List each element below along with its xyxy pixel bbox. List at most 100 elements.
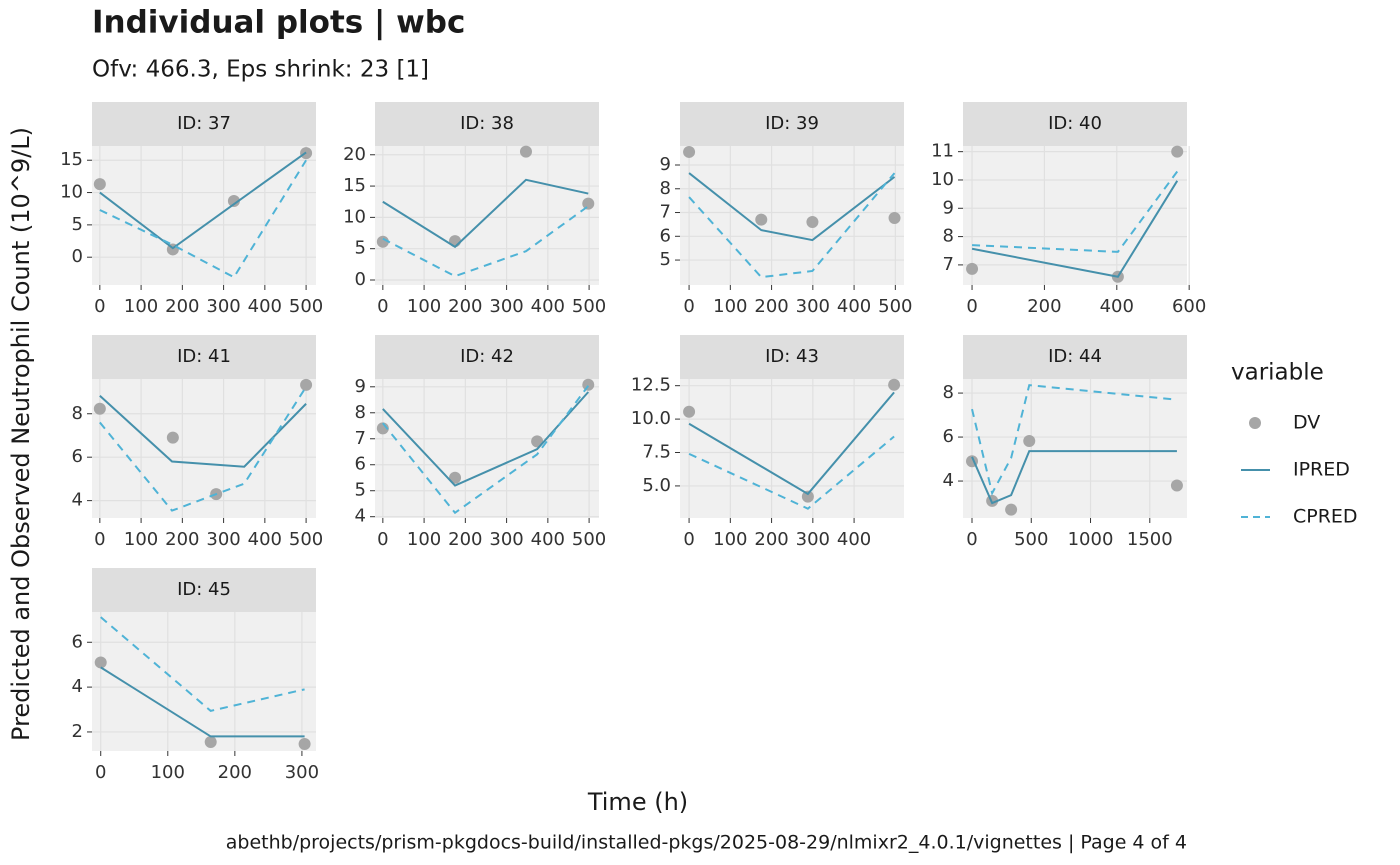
x-tick-label: 0: [966, 296, 977, 317]
y-tick-label: 8: [943, 226, 954, 247]
x-tick-label: 500: [878, 296, 912, 317]
x-tick-label: 1500: [1127, 529, 1173, 550]
x-tick-label: 400: [837, 296, 871, 317]
x-tick-label: 100: [151, 762, 185, 783]
y-tick-label: 10: [343, 206, 366, 227]
x-tick-label: 100: [407, 296, 441, 317]
strip: [92, 568, 316, 612]
x-tick-label: 100: [713, 296, 747, 317]
series-line: [99, 151, 307, 250]
x-tick-label: 200: [165, 529, 199, 550]
y-tick-label: 7: [943, 254, 954, 275]
x-tick-label: 500: [289, 529, 323, 550]
x-tick-label: 500: [289, 296, 323, 317]
data-point: [204, 736, 217, 749]
strip: [963, 335, 1187, 379]
x-tick-label: 400: [531, 296, 565, 317]
x-tick-label: 0: [966, 529, 977, 550]
x-tick-label: 500: [1014, 529, 1048, 550]
legend-title: variable: [1231, 360, 1324, 386]
x-tick-label: 500: [572, 296, 606, 317]
x-tick-label: 400: [1100, 296, 1134, 317]
strip: [680, 335, 904, 379]
x-tick-label: 300: [206, 296, 240, 317]
caption: abethb/projects/prism-pkgdocs-build/inst…: [226, 832, 1187, 854]
legend-label: DV: [1293, 412, 1320, 434]
strip: [92, 335, 316, 379]
x-tick-label: 200: [1027, 296, 1061, 317]
x-tick-label: 600: [1172, 296, 1206, 317]
data-point: [519, 145, 532, 158]
data-point: [582, 378, 595, 391]
y-tick-label: 6: [355, 454, 366, 475]
data-point: [966, 262, 979, 275]
panel-background: [963, 146, 1187, 285]
y-tick-label: 5: [72, 214, 83, 235]
series-line: [382, 205, 589, 278]
series-line: [688, 391, 895, 496]
strip: [375, 102, 599, 146]
panel-title: ID: 40: [1048, 113, 1102, 134]
series-line: [99, 394, 307, 468]
y-tick-label: 9: [355, 376, 366, 397]
y-tick-label: 2: [72, 721, 83, 742]
x-tick-label: 100: [407, 529, 441, 550]
data-point: [300, 378, 313, 391]
data-point: [166, 431, 179, 444]
x-tick-label: 1000: [1068, 529, 1114, 550]
data-point: [1005, 503, 1018, 516]
data-point: [888, 211, 901, 224]
data-point: [93, 402, 106, 415]
data-point: [376, 235, 389, 248]
y-tick-label: 12.5: [631, 375, 671, 396]
y-tick-label: 5.0: [642, 475, 671, 496]
data-point: [888, 378, 901, 391]
panel-title: ID: 41: [177, 346, 231, 367]
series-line: [382, 178, 589, 249]
x-tick-label: 300: [285, 762, 319, 783]
x-tick-label: 100: [124, 529, 158, 550]
data-point: [449, 471, 462, 484]
panel-background: [92, 612, 316, 751]
x-tick-label: 300: [206, 529, 240, 550]
x-tick-label: 0: [683, 296, 694, 317]
y-tick-label: 6: [943, 426, 954, 447]
series-line: [99, 159, 307, 279]
x-tick-label: 300: [796, 296, 830, 317]
panel-background: [680, 146, 904, 285]
data-point: [683, 145, 696, 158]
chart-subtitle: Ofv: 466.3, Eps shrink: 23 [1]: [92, 57, 429, 83]
y-tick-label: 5: [355, 238, 366, 259]
y-tick-label: 7: [355, 428, 366, 449]
data-point: [755, 213, 768, 226]
y-tick-label: 11: [931, 141, 954, 162]
panel-title: ID: 43: [765, 346, 819, 367]
x-tick-label: 0: [377, 529, 388, 550]
y-tick-label: 8: [943, 382, 954, 403]
panel-title: ID: 42: [460, 346, 514, 367]
panel-title: ID: 38: [460, 113, 514, 134]
series-line: [971, 180, 1179, 278]
panel-title: ID: 39: [765, 113, 819, 134]
strip: [375, 335, 599, 379]
legend-label: CPRED: [1293, 506, 1358, 528]
strip: [92, 102, 316, 146]
y-axis-label: Predicted and Observed Neutrophil Count …: [7, 127, 35, 741]
strip: [680, 102, 904, 146]
legend-label: IPRED: [1293, 459, 1350, 481]
x-tick-label: 300: [796, 529, 830, 550]
data-point: [1023, 435, 1036, 448]
series-line: [688, 172, 896, 279]
x-tick-label: 100: [713, 529, 747, 550]
y-tick-label: 0: [72, 246, 83, 267]
series-line: [971, 450, 1177, 505]
y-tick-label: 10.0: [631, 408, 671, 429]
x-tick-label: 400: [531, 529, 565, 550]
panel-title: ID: 45: [177, 579, 231, 600]
data-point: [1170, 479, 1183, 492]
y-tick-label: 15: [60, 149, 83, 170]
x-tick-label: 100: [124, 296, 158, 317]
legend-key: [1249, 417, 1261, 429]
y-tick-label: 4: [943, 470, 954, 491]
panel-background: [680, 379, 904, 518]
